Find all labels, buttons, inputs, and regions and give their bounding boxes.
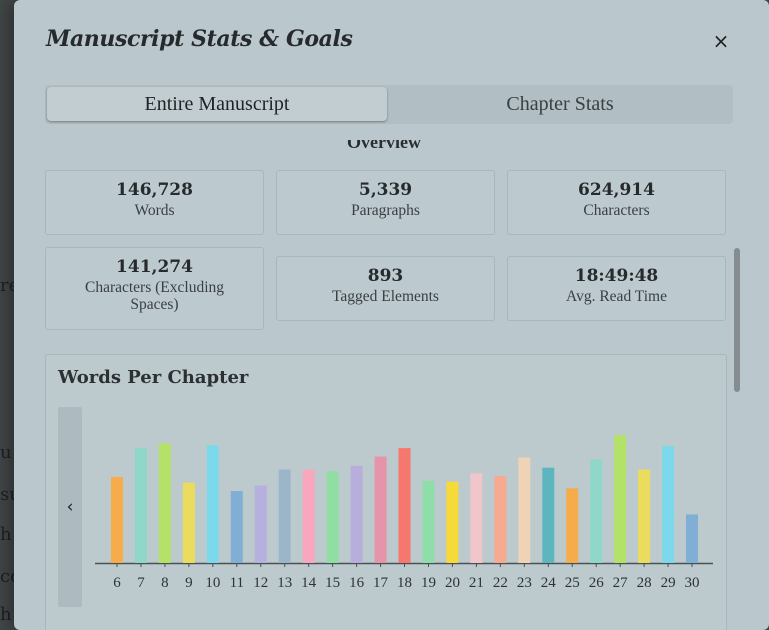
- tab-chapter-stats[interactable]: Chapter Stats: [506, 93, 614, 115]
- x-tick-label: 14: [301, 575, 317, 591]
- stat-label: Characters: [583, 202, 650, 219]
- x-tick-label: 13: [277, 575, 292, 591]
- x-tick-label: 15: [325, 575, 340, 591]
- x-tick-label: 28: [637, 575, 652, 591]
- chart-bar-22[interactable]: [494, 476, 507, 563]
- stat-value: 18:49:48: [574, 266, 659, 286]
- x-tick-label: 25: [565, 575, 580, 591]
- background-text: u: [0, 442, 12, 463]
- x-tick-label: 18: [397, 575, 412, 591]
- stat-value: 624,914: [578, 180, 655, 200]
- stat-label: Paragraphs: [351, 202, 420, 219]
- scrollbar-thumb[interactable]: [734, 248, 740, 392]
- stat-card-read-time: 18:49:48 Avg. Read Time: [507, 256, 726, 321]
- chart-bar-16[interactable]: [350, 465, 363, 563]
- background-text: h: [0, 524, 12, 545]
- chart-bar-18[interactable]: [398, 448, 411, 563]
- chart-bar-28[interactable]: [638, 469, 651, 563]
- chart-bar-27[interactable]: [614, 435, 627, 563]
- chart-bar-13[interactable]: [278, 469, 291, 563]
- x-tick-label: 19: [421, 575, 436, 591]
- tab-entire-manuscript[interactable]: Entire Manuscript: [47, 87, 387, 121]
- chart-bar-29[interactable]: [662, 446, 675, 563]
- chart-bar-8[interactable]: [158, 443, 171, 563]
- stat-value: 141,274: [116, 257, 193, 277]
- x-tick-label: 23: [517, 575, 532, 591]
- stat-label: Avg. Read Time: [566, 288, 667, 305]
- chart-prev-button[interactable]: ‹: [58, 407, 82, 607]
- chart-bar-19[interactable]: [422, 480, 435, 563]
- stat-card-characters-no-spaces: 141,274 Characters (Excluding Spaces): [45, 247, 264, 330]
- x-tick-label: 7: [137, 575, 145, 591]
- chart-title: Words Per Chapter: [58, 367, 249, 388]
- chevron-left-icon: ‹: [66, 497, 74, 517]
- chart-bar-6[interactable]: [111, 477, 123, 563]
- chart-bar-23[interactable]: [518, 457, 531, 563]
- chart-bar-30[interactable]: [686, 514, 698, 563]
- words-per-chapter-card: Words Per Chapter ‹ 6 7 8 9 10 11 12 13 14 15 16 17…: [45, 354, 727, 630]
- modal-title: Manuscript Stats & Goals: [46, 26, 353, 52]
- chart-bar-17[interactable]: [374, 456, 387, 564]
- stat-label: Characters (Excluding Spaces): [84, 279, 224, 313]
- chart-bar-14[interactable]: [302, 469, 315, 563]
- chart-bar-7[interactable]: [135, 448, 147, 563]
- chart-bar-21[interactable]: [470, 473, 483, 563]
- x-tick-label: 26: [589, 575, 605, 591]
- tab-bar: Entire Manuscript Chapter Stats: [45, 85, 733, 124]
- chart-bar-12[interactable]: [254, 485, 267, 564]
- x-tick-label: 27: [613, 575, 629, 591]
- x-tick-label: 17: [373, 575, 389, 591]
- chart-bar-20[interactable]: [446, 481, 459, 563]
- chart-bar-11[interactable]: [230, 491, 243, 563]
- stat-value: 146,728: [116, 180, 193, 200]
- chart-bar-10[interactable]: [206, 445, 219, 563]
- stat-label: Words: [134, 202, 175, 219]
- stats-modal: Manuscript Stats & Goals × Entire Manusc…: [14, 0, 769, 630]
- x-tick-label: 22: [493, 575, 508, 591]
- stat-value: 893: [367, 266, 404, 286]
- chart-bar-26[interactable]: [590, 459, 603, 563]
- overview-heading: Overview: [347, 140, 421, 152]
- stats-scroll-area[interactable]: Overview 146,728 Words 5,339 Paragraphs …: [14, 140, 769, 630]
- stat-card-paragraphs: 5,339 Paragraphs: [276, 170, 495, 235]
- stat-card-characters: 624,914 Characters: [507, 170, 726, 235]
- words-per-chapter-chart: 6 7 8 9 10 11 12 13 14 15 16 17 18 19 20 21 22 23 24 25 26 27…: [95, 435, 713, 591]
- background-text: h: [0, 604, 12, 625]
- x-tick-label: 29: [661, 575, 676, 591]
- x-tick-label: 20: [445, 575, 460, 591]
- x-tick-label: 8: [161, 575, 169, 591]
- chart-bar-9[interactable]: [182, 482, 195, 563]
- x-tick-label: 30: [685, 575, 700, 591]
- stat-card-words: 146,728 Words: [45, 170, 264, 235]
- stat-card-tagged-elements: 893 Tagged Elements: [276, 256, 495, 321]
- close-icon[interactable]: ×: [712, 29, 730, 53]
- x-tick-label: 16: [349, 575, 365, 591]
- x-tick-label: 12: [253, 575, 268, 591]
- x-tick-label: 9: [185, 575, 193, 591]
- x-tick-label: 11: [230, 575, 244, 591]
- chart-bar-15[interactable]: [326, 471, 339, 563]
- x-tick-label: 6: [113, 575, 121, 591]
- chart-bar-25[interactable]: [566, 488, 579, 563]
- stat-value: 5,339: [358, 180, 413, 200]
- stat-label: Tagged Elements: [332, 288, 439, 305]
- x-tick-label: 24: [541, 575, 557, 591]
- x-tick-label: 10: [205, 575, 220, 591]
- x-tick-label: 21: [469, 575, 484, 591]
- chart-bar-24[interactable]: [542, 467, 555, 563]
